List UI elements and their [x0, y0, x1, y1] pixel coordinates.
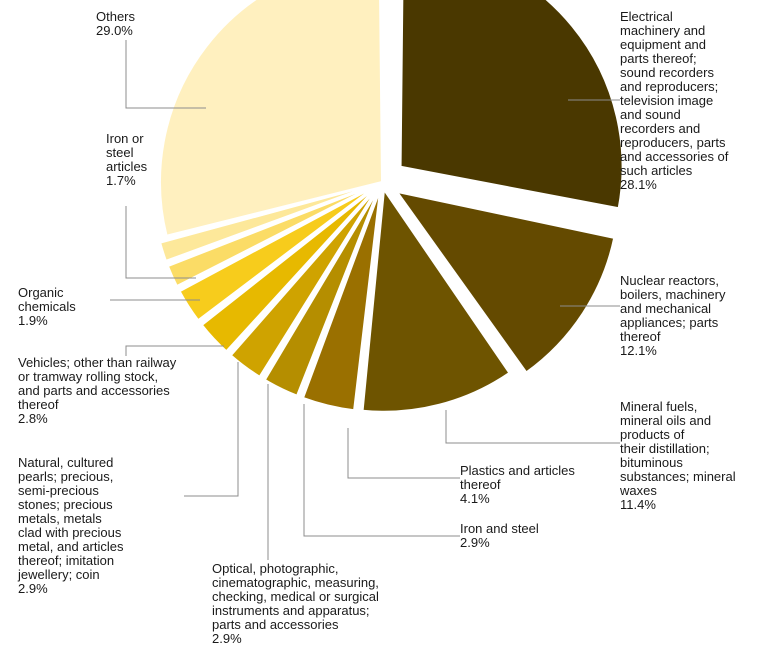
leader-line	[347, 428, 460, 479]
slice-value-label: 1.7%	[106, 173, 136, 188]
leader-line	[184, 362, 239, 497]
slice-label-text: Vehicles; other than railway or tramway …	[18, 355, 177, 412]
slice-label: Electrical machinery and equipment and p…	[620, 10, 728, 192]
pie-slice	[399, 0, 624, 210]
slice-value-label: 2.8%	[18, 411, 48, 426]
pie-slice	[200, 186, 377, 353]
slice-label-text: Mineral fuels, mineral oils and products…	[620, 399, 736, 498]
pie-slice	[158, 183, 375, 263]
slice-label-text: Nuclear reactors, boilers, machinery and…	[620, 273, 726, 344]
pie-slice	[229, 187, 379, 379]
pie-slice	[361, 186, 511, 413]
slice-value-label: 11.4%	[620, 497, 656, 512]
leader-line	[125, 206, 196, 279]
slice-label-text: Plastics and articles thereof	[460, 463, 575, 492]
slice-label: Mineral fuels, mineral oils and products…	[620, 400, 736, 512]
leader-lines	[110, 40, 620, 560]
slice-label: Others 29.0%	[96, 10, 135, 38]
slice-label-text: Natural, cultured pearls; precious, semi…	[18, 455, 124, 582]
pie-slice	[159, 0, 384, 237]
leader-line	[303, 404, 460, 537]
slice-label-text: Organic chemicals	[18, 285, 76, 314]
slice-value-label: 1.9%	[18, 313, 48, 328]
slice-value-label: 12.1%	[620, 343, 657, 358]
slice-label: Plastics and articles thereof 4.1%	[460, 464, 575, 506]
slice-value-label: 2.9%	[18, 581, 48, 596]
slice-value-label: 4.1%	[460, 491, 490, 506]
slice-label: Optical, photographic, cinematographic, …	[212, 562, 379, 646]
pie-slices	[158, 0, 624, 413]
pie-slice	[394, 190, 616, 374]
slice-value-label: 2.9%	[460, 535, 490, 550]
leader-line	[445, 410, 620, 444]
leader-line	[125, 345, 224, 356]
leader-line	[125, 40, 206, 109]
slice-value-label: 2.9%	[212, 631, 242, 646]
slice-label: Iron and steel 2.9%	[460, 522, 539, 550]
pie-slice	[166, 184, 376, 288]
slice-label: Vehicles; other than railway or tramway …	[18, 356, 176, 426]
slice-label: Natural, cultured pearls; precious, semi…	[18, 456, 124, 596]
slice-label: Iron or steel articles 1.7%	[106, 132, 147, 188]
slice-label: Nuclear reactors, boilers, machinery and…	[620, 274, 726, 358]
pie-slice	[301, 189, 382, 412]
slice-label-text: Optical, photographic, cinematographic, …	[212, 561, 379, 632]
slice-value-label: 28.1%	[620, 177, 657, 192]
slice-label: Organic chemicals 1.9%	[18, 286, 76, 328]
slice-label-text: Iron or steel articles	[106, 131, 148, 174]
slice-label-text: Others	[96, 9, 136, 24]
pie-slice	[178, 185, 376, 322]
slice-label-text: Iron and steel	[460, 521, 539, 536]
pie-slice	[263, 188, 380, 398]
slice-label-text: Electrical machinery and equipment and p…	[620, 9, 729, 178]
slice-value-label: 29.0%	[96, 23, 133, 38]
